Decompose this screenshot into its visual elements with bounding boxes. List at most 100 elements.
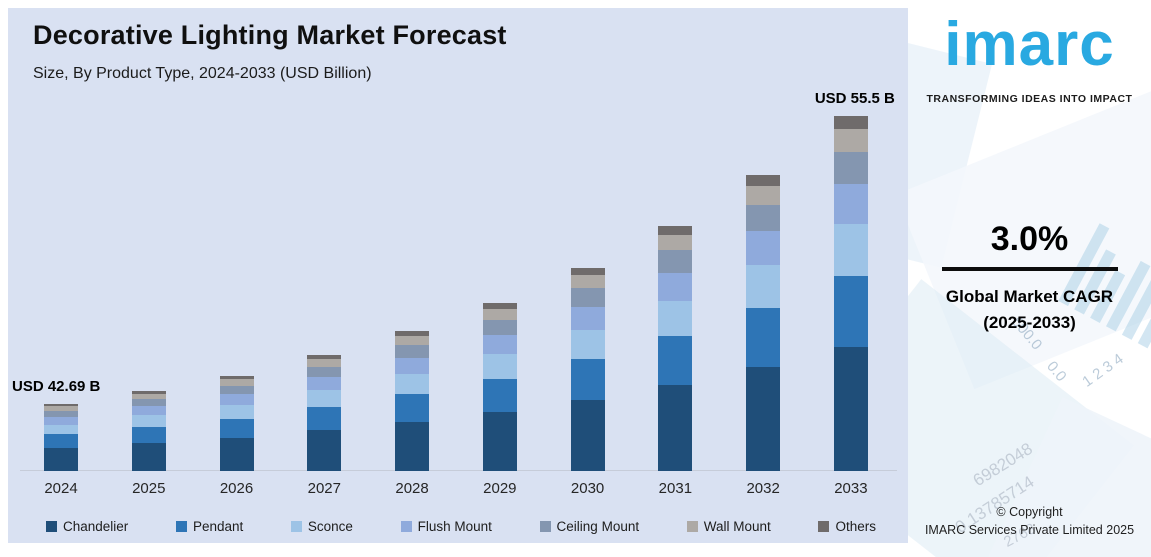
- bar-2033: USD 55.5 B: [815, 90, 895, 471]
- segment-pendant: [307, 407, 342, 431]
- legend-label-ceiling-mount: Ceiling Mount: [556, 519, 640, 534]
- segment-chandelier: [44, 447, 78, 471]
- segment-pendant: [219, 418, 254, 438]
- segment-wall-mount: [833, 128, 868, 152]
- segment-wall-mount: [746, 185, 781, 205]
- segment-ceiling-mount: [833, 151, 868, 184]
- bar-2028: [395, 331, 430, 471]
- year-label-2031: 2031: [658, 480, 693, 497]
- segment-pendant: [570, 359, 605, 400]
- chart-title: Decorative Lighting Market Forecast: [33, 20, 507, 50]
- segment-ceiling-mount: [307, 366, 342, 378]
- segment-flush-mount: [307, 377, 342, 391]
- segment-ceiling-mount: [570, 288, 605, 307]
- segment-others: [570, 268, 605, 276]
- watermark-text: 6982048: [969, 438, 1036, 491]
- legend-item-pendant: Pendant: [175, 519, 244, 534]
- segment-ceiling-mount: [131, 399, 166, 407]
- segment-sconce: [570, 330, 605, 360]
- bar-2032: [746, 175, 781, 471]
- x-axis-line: [20, 470, 897, 471]
- cagr-years: (2025-2033): [983, 312, 1076, 332]
- segment-ceiling-mount: [658, 250, 693, 273]
- segment-ceiling-mount: [219, 385, 254, 395]
- segment-others: [658, 225, 693, 235]
- segment-chandelier: [395, 422, 430, 471]
- legend-swatch-chandelier: [46, 521, 57, 532]
- legend-label-wall-mount: Wall Mount: [703, 519, 771, 534]
- segment-chandelier: [833, 346, 868, 471]
- segment-sconce: [746, 265, 781, 309]
- chart-subtitle: Size, By Product Type, 2024-2033 (USD Bi…: [33, 65, 372, 82]
- segment-others: [746, 175, 781, 186]
- legend-item-sconce: Sconce: [290, 519, 353, 534]
- cagr-underline: [941, 267, 1118, 271]
- segment-chandelier: [570, 400, 605, 471]
- segment-wall-mount: [482, 308, 517, 320]
- segment-chandelier: [746, 367, 781, 471]
- bar-2027: [307, 355, 342, 471]
- segment-pendant: [482, 378, 517, 413]
- watermark-text: 1 2 3 4: [1079, 350, 1127, 391]
- legend-item-flush-mount: Flush Mount: [400, 519, 492, 534]
- segment-wall-mount: [219, 379, 254, 386]
- segment-sconce: [395, 373, 430, 394]
- legend: Chandelier Pendant Sconce Flush Mount Ceilin…: [46, 519, 876, 534]
- segment-flush-mount: [746, 231, 781, 266]
- segment-chandelier: [131, 443, 166, 471]
- year-label-2033: 2033: [834, 480, 868, 497]
- segment-ceiling-mount: [746, 204, 781, 232]
- legend-label-others: Others: [835, 519, 876, 534]
- legend-label-pendant: Pendant: [192, 519, 244, 534]
- year-label-2032: 2032: [746, 480, 780, 497]
- segment-flush-mount: [395, 357, 430, 374]
- segment-others: [307, 355, 342, 360]
- segment-chandelier: [482, 412, 517, 471]
- segment-sconce: [482, 354, 517, 379]
- legend-item-others: Others: [818, 519, 876, 534]
- year-label-2027: 2027: [307, 480, 341, 497]
- legend-swatch-wall-mount: [686, 521, 698, 532]
- sidebar: 500.0 0.0 1 2 3 4 6982048 0.13785714 276…: [908, 0, 1151, 557]
- year-label-2029: 2029: [483, 480, 517, 497]
- segment-chandelier: [219, 437, 254, 471]
- legend-item-ceiling-mount: Ceiling Mount: [539, 519, 640, 534]
- segment-wall-mount: [307, 359, 342, 367]
- legend-swatch-ceiling-mount: [539, 521, 551, 532]
- segment-pendant: [44, 434, 78, 448]
- cagr-value: 3.0%: [990, 220, 1069, 258]
- segment-pendant: [833, 275, 868, 347]
- cagr-block: 3.0% Global Market CAGR (2025-2033): [908, 220, 1151, 335]
- value-label-last: USD 55.5 B: [814, 90, 895, 107]
- legend-swatch-flush-mount: [400, 521, 412, 532]
- segment-flush-mount: [833, 183, 868, 225]
- legend-label-sconce: Sconce: [307, 519, 353, 534]
- legend-swatch-sconce: [290, 521, 302, 532]
- segment-sconce: [833, 224, 868, 276]
- year-label-2024: 2024: [44, 480, 78, 497]
- segment-sconce: [307, 390, 342, 408]
- imarc-logo-tagline: TRANSFORMING IDEAS INTO IMPACT: [926, 93, 1133, 105]
- legend-item-wall-mount: Wall Mount: [686, 519, 771, 534]
- segment-flush-mount: [658, 272, 693, 301]
- imarc-logo: imarc: [944, 10, 1115, 79]
- watermark-text: 0.0: [1043, 358, 1070, 385]
- legend-swatch-pendant: [175, 521, 187, 532]
- segment-flush-mount: [131, 406, 166, 416]
- year-label-2026: 2026: [219, 480, 254, 497]
- year-label-2030: 2030: [570, 480, 605, 497]
- segment-wall-mount: [658, 234, 693, 251]
- segment-chandelier: [658, 385, 693, 471]
- copyright-line1: © Copyright: [996, 504, 1063, 519]
- year-label-2028: 2028: [395, 480, 429, 497]
- chart-card: Decorative Lighting Market Forecast Size…: [8, 8, 908, 543]
- copyright-line2: IMARC Services Private Limited 2025: [924, 522, 1135, 537]
- year-label-2025: 2025: [132, 480, 166, 497]
- segment-others: [395, 331, 430, 336]
- segment-flush-mount: [219, 394, 254, 405]
- segment-flush-mount: [44, 416, 78, 425]
- bar-2024: USD 42.69 B: [12, 378, 100, 471]
- segment-pendant: [746, 308, 781, 368]
- segment-others: [482, 303, 517, 309]
- bar-2030: [570, 268, 605, 471]
